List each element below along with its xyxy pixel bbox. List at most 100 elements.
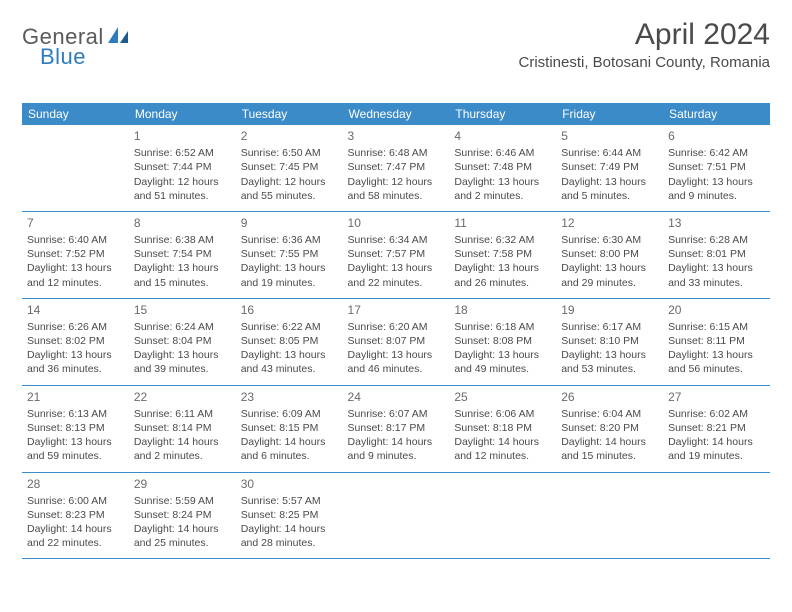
sunrise-line: Sunrise: 6:28 AM xyxy=(668,233,765,247)
day-number: 18 xyxy=(454,302,551,318)
calendar-week-row: 21Sunrise: 6:13 AMSunset: 8:13 PMDayligh… xyxy=(22,385,770,472)
sunset-line: Sunset: 7:44 PM xyxy=(134,160,231,174)
daylight-line: Daylight: 14 hours and 19 minutes. xyxy=(668,435,765,463)
sunrise-line: Sunrise: 6:00 AM xyxy=(27,494,124,508)
sunrise-line: Sunrise: 6:38 AM xyxy=(134,233,231,247)
daylight-line: Daylight: 13 hours and 15 minutes. xyxy=(134,261,231,289)
calendar-day-cell: 23Sunrise: 6:09 AMSunset: 8:15 PMDayligh… xyxy=(236,385,343,472)
daylight-line: Daylight: 13 hours and 36 minutes. xyxy=(27,348,124,376)
daylight-line: Daylight: 14 hours and 12 minutes. xyxy=(454,435,551,463)
weekday-header: Friday xyxy=(556,103,663,125)
calendar-day-cell: 24Sunrise: 6:07 AMSunset: 8:17 PMDayligh… xyxy=(343,385,450,472)
sunset-line: Sunset: 7:58 PM xyxy=(454,247,551,261)
calendar-day-cell: 7Sunrise: 6:40 AMSunset: 7:52 PMDaylight… xyxy=(22,211,129,298)
weekday-header: Sunday xyxy=(22,103,129,125)
day-number: 10 xyxy=(348,215,445,231)
daylight-line: Daylight: 13 hours and 53 minutes. xyxy=(561,348,658,376)
sunset-line: Sunset: 8:25 PM xyxy=(241,508,338,522)
day-number: 16 xyxy=(241,302,338,318)
sunset-line: Sunset: 8:23 PM xyxy=(27,508,124,522)
daylight-line: Daylight: 13 hours and 49 minutes. xyxy=(454,348,551,376)
day-number: 4 xyxy=(454,128,551,144)
sunset-line: Sunset: 8:00 PM xyxy=(561,247,658,261)
calendar-day-cell: 10Sunrise: 6:34 AMSunset: 7:57 PMDayligh… xyxy=(343,211,450,298)
calendar-day-cell: 17Sunrise: 6:20 AMSunset: 8:07 PMDayligh… xyxy=(343,298,450,385)
daylight-line: Daylight: 12 hours and 58 minutes. xyxy=(348,175,445,203)
sunset-line: Sunset: 8:21 PM xyxy=(668,421,765,435)
page-title: April 2024 xyxy=(519,18,771,52)
daylight-line: Daylight: 14 hours and 9 minutes. xyxy=(348,435,445,463)
calendar-day-cell: 8Sunrise: 6:38 AMSunset: 7:54 PMDaylight… xyxy=(129,211,236,298)
calendar-day-cell: 14Sunrise: 6:26 AMSunset: 8:02 PMDayligh… xyxy=(22,298,129,385)
calendar-day-cell: 9Sunrise: 6:36 AMSunset: 7:55 PMDaylight… xyxy=(236,211,343,298)
calendar-day-cell: 11Sunrise: 6:32 AMSunset: 7:58 PMDayligh… xyxy=(449,211,556,298)
day-number: 23 xyxy=(241,389,338,405)
sunset-line: Sunset: 8:14 PM xyxy=(134,421,231,435)
sunrise-line: Sunrise: 6:11 AM xyxy=(134,407,231,421)
day-number: 2 xyxy=(241,128,338,144)
sunset-line: Sunset: 7:48 PM xyxy=(454,160,551,174)
calendar-day-cell: 6Sunrise: 6:42 AMSunset: 7:51 PMDaylight… xyxy=(663,125,770,211)
sunrise-line: Sunrise: 6:07 AM xyxy=(348,407,445,421)
logo-text-blue: Blue xyxy=(40,44,86,69)
day-number: 22 xyxy=(134,389,231,405)
calendar-day-cell: 18 Sunrise: 6:18 AMSunset: 8:08 PMDayligh… xyxy=(449,298,556,385)
sunset-line: Sunset: 8:07 PM xyxy=(348,334,445,348)
sunset-line: Sunset: 8:20 PM xyxy=(561,421,658,435)
calendar-day-cell: 5Sunrise: 6:44 AMSunset: 7:49 PMDaylight… xyxy=(556,125,663,211)
calendar-week-row: 7Sunrise: 6:40 AMSunset: 7:52 PMDaylight… xyxy=(22,211,770,298)
title-block: April 2024 Cristinesti, Botosani County,… xyxy=(519,18,771,71)
logo-sail-icon xyxy=(106,25,130,50)
sunrise-line: Sunrise: 6:13 AM xyxy=(27,407,124,421)
sunrise-line: Sunrise: 6:48 AM xyxy=(348,146,445,160)
calendar-day-cell: 20Sunrise: 6:15 AMSunset: 8:11 PMDayligh… xyxy=(663,298,770,385)
calendar-empty-cell xyxy=(343,472,450,559)
calendar-day-cell: 4Sunrise: 6:46 AMSunset: 7:48 PMDaylight… xyxy=(449,125,556,211)
calendar-week-row: 14Sunrise: 6:26 AMSunset: 8:02 PMDayligh… xyxy=(22,298,770,385)
sunset-line: Sunset: 7:55 PM xyxy=(241,247,338,261)
daylight-line: Daylight: 14 hours and 6 minutes. xyxy=(241,435,338,463)
sunrise-line: Sunrise: 6:22 AM xyxy=(241,320,338,334)
sunset-line: Sunset: 8:08 PM xyxy=(454,334,551,348)
daylight-line: Daylight: 13 hours and 59 minutes. xyxy=(27,435,124,463)
daylight-line: Daylight: 12 hours and 51 minutes. xyxy=(134,175,231,203)
daylight-line: Daylight: 14 hours and 25 minutes. xyxy=(134,522,231,550)
sunrise-line: Sunrise: 6:04 AM xyxy=(561,407,658,421)
weekday-header: Thursday xyxy=(449,103,556,125)
day-number: 11 xyxy=(454,215,551,231)
sunset-line: Sunset: 8:24 PM xyxy=(134,508,231,522)
daylight-line: Daylight: 13 hours and 19 minutes. xyxy=(241,261,338,289)
calendar-day-cell: 21 Sunrise: 6:13 AMSunset: 8:13 PMDayligh… xyxy=(22,385,129,472)
daylight-line: Daylight: 13 hours and 29 minutes. xyxy=(561,261,658,289)
sunrise-line: Sunrise: 6:18 AM xyxy=(454,320,551,334)
day-number: 3 xyxy=(348,128,445,144)
day-number: 15 xyxy=(134,302,231,318)
day-number: 12 xyxy=(561,215,658,231)
daylight-line: Daylight: 14 hours and 22 minutes. xyxy=(27,522,124,550)
calendar-day-cell: 29Sunrise: 5:59 AMSunset: 8:24 PMDayligh… xyxy=(129,472,236,559)
sunset-line: Sunset: 8:17 PM xyxy=(348,421,445,435)
day-number: 21 xyxy=(27,389,124,405)
day-number: 26 xyxy=(561,389,658,405)
sunset-line: Sunset: 7:45 PM xyxy=(241,160,338,174)
calendar-day-cell: 15Sunrise: 6:24 AMSunset: 8:04 PMDayligh… xyxy=(129,298,236,385)
day-number: 30 xyxy=(241,476,338,492)
calendar-empty-cell xyxy=(663,472,770,559)
calendar-day-cell: 19Sunrise: 6:17 AMSunset: 8:10 PMDayligh… xyxy=(556,298,663,385)
calendar-body: 1Sunrise: 6:52 AMSunset: 7:44 PMDaylight… xyxy=(22,125,770,559)
sunrise-line: Sunrise: 6:06 AM xyxy=(454,407,551,421)
day-number: 19 xyxy=(561,302,658,318)
sunset-line: Sunset: 7:57 PM xyxy=(348,247,445,261)
calendar-week-row: 1Sunrise: 6:52 AMSunset: 7:44 PMDaylight… xyxy=(22,125,770,211)
calendar-empty-cell xyxy=(556,472,663,559)
sunset-line: Sunset: 7:52 PM xyxy=(27,247,124,261)
daylight-line: Daylight: 14 hours and 15 minutes. xyxy=(561,435,658,463)
sunrise-line: Sunrise: 6:42 AM xyxy=(668,146,765,160)
sunrise-line: Sunrise: 6:50 AM xyxy=(241,146,338,160)
header: General April 2024 Cristinesti, Botosani… xyxy=(22,18,770,71)
sunrise-line: Sunrise: 6:15 AM xyxy=(668,320,765,334)
day-number: 28 xyxy=(27,476,124,492)
daylight-line: Daylight: 13 hours and 12 minutes. xyxy=(27,261,124,289)
sunrise-line: Sunrise: 6:34 AM xyxy=(348,233,445,247)
sunset-line: Sunset: 8:13 PM xyxy=(27,421,124,435)
